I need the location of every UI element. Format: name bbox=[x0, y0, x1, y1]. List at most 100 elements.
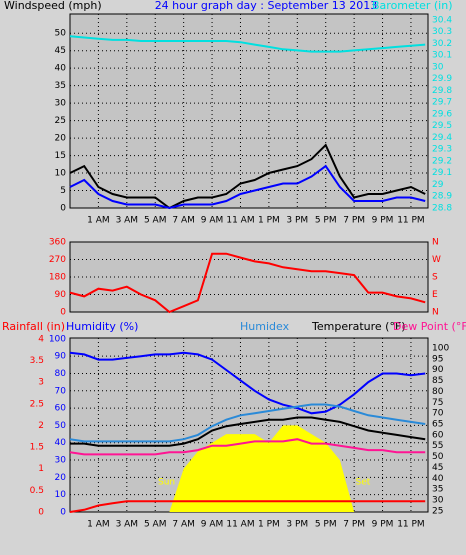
y2ticks-label: 29.8 bbox=[432, 86, 452, 96]
y2ticks-label: 50 bbox=[432, 452, 444, 462]
y2ticks-label: 30 bbox=[432, 496, 444, 506]
series-line bbox=[69, 403, 426, 443]
legend-label: Rainfall (in) bbox=[2, 320, 65, 333]
y2ticks-label: 29.7 bbox=[432, 98, 452, 108]
series-line bbox=[69, 438, 426, 456]
series-line bbox=[70, 416, 426, 447]
y3ticks-label: 4 bbox=[38, 334, 44, 344]
x-tick-label: 5 PM bbox=[315, 216, 337, 226]
solar-area bbox=[70, 425, 426, 512]
series-line bbox=[69, 143, 426, 210]
y2ticks-label: 95 bbox=[432, 354, 443, 364]
series-line bbox=[69, 252, 426, 314]
y2ticks-label: 35 bbox=[432, 485, 443, 495]
yticks-label: 30 bbox=[55, 456, 67, 466]
yticks-label: 15 bbox=[55, 151, 66, 161]
yticks-label: 50 bbox=[55, 421, 67, 431]
y2ticks-label: N bbox=[432, 238, 439, 248]
yticks-label: 5 bbox=[60, 186, 66, 196]
yticks-label: 50 bbox=[55, 29, 67, 39]
y2ticks-label: 30.4 bbox=[432, 15, 452, 25]
y2ticks-label: 29.6 bbox=[432, 109, 452, 119]
x-tick-label: 9 AM bbox=[201, 520, 224, 530]
y2ticks-label: 29.4 bbox=[432, 133, 452, 143]
y3ticks-label: 3.5 bbox=[30, 356, 44, 366]
x-tick-label: 9 PM bbox=[372, 520, 394, 530]
x-tick-label: 11 AM bbox=[226, 216, 254, 226]
barometer-axis-label: Barometer (in) bbox=[372, 0, 453, 12]
x-tick-label: 7 PM bbox=[343, 520, 365, 530]
y2ticks-label: 40 bbox=[432, 474, 444, 484]
y3ticks-label: 0 bbox=[38, 508, 44, 518]
x-tick-label: 3 PM bbox=[286, 520, 308, 530]
x-tick-label: 11 AM bbox=[226, 520, 254, 530]
y2ticks-label: W bbox=[432, 255, 441, 265]
yticks-label: 35 bbox=[55, 81, 66, 91]
yticks-label: 10 bbox=[55, 169, 67, 179]
yticks-label: 60 bbox=[55, 404, 67, 414]
yticks-label: 10 bbox=[55, 490, 67, 500]
legend-label: Humidity (%) bbox=[66, 320, 138, 333]
y2ticks-label: 28.8 bbox=[432, 204, 452, 214]
yticks-label: 70 bbox=[55, 386, 67, 396]
x-tick-label: 7 AM bbox=[172, 216, 195, 226]
yticks-label: 270 bbox=[49, 255, 66, 265]
chart-title: 24 hour graph day : September 13 2013 bbox=[155, 0, 378, 12]
legend-label: Temperature (°F) bbox=[311, 320, 406, 333]
y2ticks-label: 30.2 bbox=[432, 39, 452, 49]
y2ticks-label: 29.3 bbox=[432, 145, 452, 155]
series-line bbox=[69, 164, 426, 210]
y2ticks-label: 29.9 bbox=[432, 74, 452, 84]
x-tick-label: 1 PM bbox=[258, 216, 280, 226]
legend-label: Dew Point (°F) bbox=[393, 320, 466, 333]
y2ticks-label: 90 bbox=[432, 365, 444, 375]
y2ticks-label: 29 bbox=[432, 180, 444, 190]
x-tick-label: 9 PM bbox=[372, 216, 394, 226]
yticks-label: 0 bbox=[60, 508, 66, 518]
y2ticks-label: 75 bbox=[432, 398, 443, 408]
y2ticks-label: 45 bbox=[432, 463, 443, 473]
y2ticks-label: N bbox=[432, 308, 439, 318]
y3ticks-label: 1.5 bbox=[30, 443, 44, 453]
x-tick-label: 9 AM bbox=[201, 216, 224, 226]
y2ticks-label: 30 bbox=[432, 62, 444, 72]
yticks-label: 0 bbox=[60, 308, 66, 318]
yticks-label: 360 bbox=[49, 238, 66, 248]
yticks-label: 180 bbox=[49, 273, 66, 283]
yticks-label: 45 bbox=[55, 46, 66, 56]
yticks-label: 40 bbox=[55, 64, 67, 74]
y2ticks-label: 70 bbox=[432, 409, 444, 419]
wind-axis-label: Windspeed (mph) bbox=[4, 0, 102, 12]
annotation: Sun bbox=[158, 478, 175, 488]
y2ticks-label: S bbox=[432, 273, 438, 283]
y2ticks-label: 30.3 bbox=[432, 27, 452, 37]
y2ticks-label: E bbox=[432, 290, 438, 300]
yticks-label: 90 bbox=[55, 290, 67, 300]
yticks-label: 20 bbox=[55, 134, 67, 144]
y2ticks-label: 28.9 bbox=[432, 192, 452, 202]
x-tick-label: 3 PM bbox=[286, 216, 308, 226]
y3ticks-label: 3 bbox=[38, 378, 44, 388]
y2ticks-label: 25 bbox=[432, 506, 443, 516]
annotation: Set bbox=[356, 478, 371, 488]
series-line bbox=[69, 35, 426, 53]
x-tick-label: 11 PM bbox=[397, 520, 425, 530]
series-line bbox=[69, 500, 426, 513]
yticks-label: 30 bbox=[55, 99, 67, 109]
legend-label: Humidex bbox=[240, 320, 290, 333]
yticks-label: 25 bbox=[55, 116, 66, 126]
x-tick-label: 1 AM bbox=[87, 216, 110, 226]
x-tick-label: 1 PM bbox=[258, 520, 280, 530]
y2ticks-label: 85 bbox=[432, 376, 443, 386]
y2ticks-label: 29.5 bbox=[432, 121, 452, 131]
y2ticks-label: 60 bbox=[432, 430, 444, 440]
x-tick-label: 7 AM bbox=[172, 520, 195, 530]
y2ticks-label: 29.1 bbox=[432, 168, 452, 178]
x-tick-label: 7 PM bbox=[343, 216, 365, 226]
y2ticks-label: 65 bbox=[432, 420, 443, 430]
y2ticks-label: 100 bbox=[432, 343, 449, 353]
y2ticks-label: 80 bbox=[432, 387, 444, 397]
x-tick-label: 3 AM bbox=[116, 520, 139, 530]
yticks-label: 80 bbox=[55, 369, 67, 379]
x-tick-label: 5 PM bbox=[315, 520, 337, 530]
